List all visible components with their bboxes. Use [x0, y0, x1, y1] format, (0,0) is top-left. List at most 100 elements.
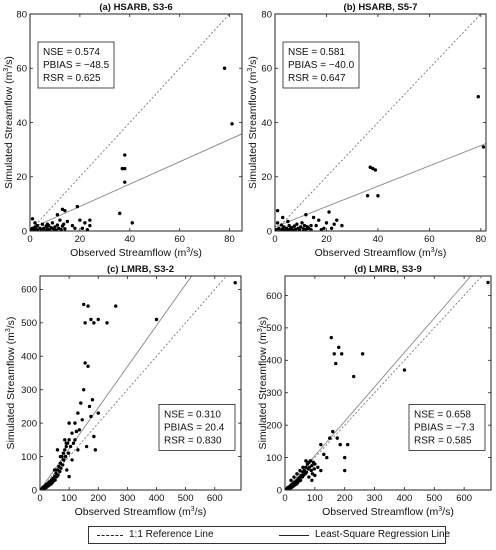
regression-line: [285, 276, 472, 490]
data-point: [81, 387, 86, 392]
x-tick-label: 100: [307, 493, 323, 504]
data-point: [230, 122, 234, 126]
stats-line: NSE = 0.658: [414, 409, 471, 420]
x-tick-label: 400: [149, 493, 165, 504]
stats-line: NSE = 0.574: [43, 47, 100, 58]
x-tick-label: 600: [207, 493, 223, 504]
legend-swatch-regression: [279, 535, 309, 536]
data-point: [73, 226, 77, 230]
data-point: [304, 465, 308, 470]
x-tick-label: 0: [37, 493, 42, 504]
reference-line: [30, 14, 230, 231]
data-point: [313, 462, 317, 466]
data-point: [67, 438, 71, 442]
data-point: [96, 317, 100, 322]
data-point: [476, 95, 480, 99]
data-point: [86, 364, 90, 368]
x-tick-label: 0: [272, 234, 277, 245]
data-point: [310, 472, 315, 476]
data-point: [304, 470, 309, 474]
data-point: [59, 227, 63, 231]
x-tick-label: 60: [424, 234, 435, 245]
x-tick-label: 300: [119, 493, 135, 504]
data-point: [64, 441, 68, 445]
data-point: [343, 468, 347, 473]
data-point: [65, 219, 70, 224]
data-point: [45, 222, 50, 226]
data-point: [335, 436, 339, 440]
data-point: [154, 317, 159, 322]
y-tick-label: 0: [267, 226, 272, 237]
data-point: [80, 226, 85, 230]
y-axis-label: Simulated Streamflow (m3/s): [3, 56, 15, 189]
x-tick-label: 40: [373, 234, 384, 245]
x-tick-label: 0: [282, 493, 287, 504]
data-point: [78, 218, 82, 222]
y-tick-label: 300: [266, 388, 282, 399]
data-point: [84, 444, 89, 449]
data-point: [340, 223, 344, 228]
data-point: [63, 448, 67, 452]
x-tick-label: 500: [426, 493, 442, 504]
data-point: [327, 210, 331, 214]
data-point: [329, 335, 333, 340]
y-tick-label: 100: [21, 452, 37, 463]
data-point: [55, 213, 60, 217]
reference-line: [40, 276, 227, 490]
data-point: [123, 180, 127, 184]
data-point: [63, 227, 67, 231]
data-point: [319, 227, 324, 231]
data-point: [275, 208, 280, 213]
data-point: [76, 448, 80, 452]
data-point: [331, 429, 335, 434]
data-point: [63, 438, 67, 442]
data-point: [60, 207, 65, 211]
data-point: [297, 228, 302, 231]
x-tick-label: 0: [27, 234, 32, 245]
data-point: [295, 472, 299, 476]
data-point: [311, 215, 316, 220]
data-point: [287, 223, 291, 228]
y-tick-label: 80: [261, 9, 272, 20]
data-point: [313, 473, 317, 478]
stats-line: RSR = 0.830: [164, 435, 222, 446]
y-tick-label: 600: [266, 291, 282, 302]
data-point: [77, 428, 82, 432]
data-point: [105, 321, 109, 325]
data-point: [486, 280, 490, 285]
data-point: [85, 227, 90, 231]
data-point: [310, 463, 314, 468]
x-tick-label: 200: [337, 493, 353, 504]
data-point: [61, 458, 66, 462]
data-point: [79, 401, 83, 405]
stats-line: PBIAS = 20.4: [164, 422, 225, 433]
x-tick-label: 40: [124, 234, 135, 245]
data-point: [328, 436, 332, 440]
data-point: [93, 448, 98, 452]
chart-title: (d) LMRB, S3-9: [354, 264, 422, 275]
data-point: [310, 478, 314, 482]
data-point: [63, 454, 68, 459]
x-tick-label: 300: [367, 493, 383, 504]
data-point: [302, 223, 307, 228]
data-point: [292, 224, 296, 228]
data-point: [83, 221, 87, 225]
data-point: [275, 221, 280, 225]
data-point: [58, 454, 63, 459]
data-point: [340, 352, 344, 356]
stats-box: [408, 403, 486, 451]
data-point: [70, 223, 75, 228]
data-point: [83, 321, 87, 325]
stats-line: RSR = 0.647: [288, 73, 346, 84]
reference-line: [285, 276, 483, 490]
data-point: [58, 218, 62, 222]
data-point: [222, 66, 227, 70]
data-point: [61, 463, 65, 467]
data-point: [301, 465, 305, 470]
data-point: [278, 228, 282, 231]
data-point: [30, 217, 35, 221]
data-point: [64, 444, 68, 449]
data-point: [88, 223, 92, 228]
data-point: [343, 455, 347, 460]
